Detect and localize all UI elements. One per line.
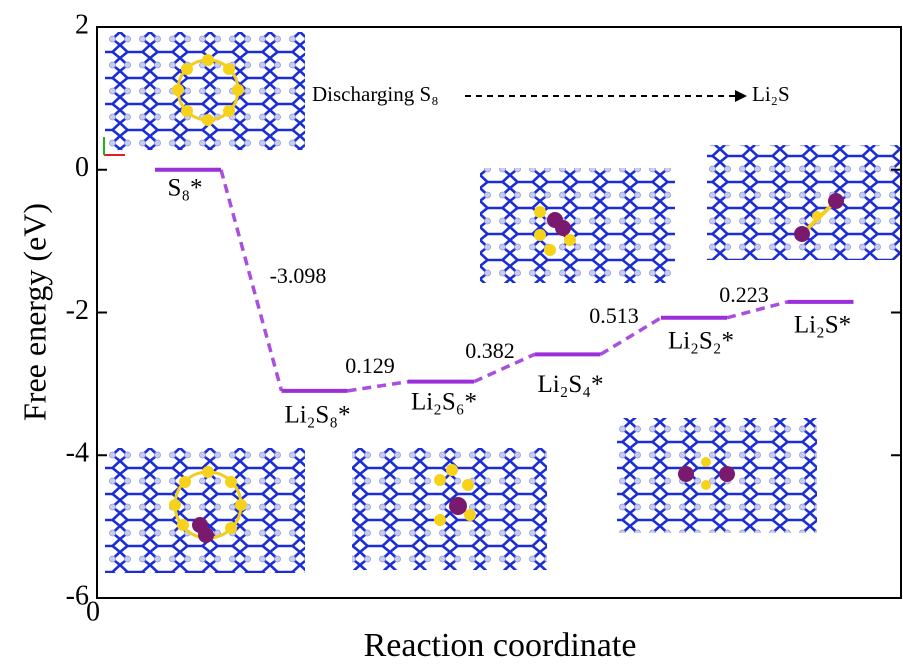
step-label: 0.129 (345, 353, 395, 378)
level-label: Li₂S₆* (411, 388, 477, 415)
y-tick-label: 0 (75, 152, 89, 183)
annotation: Li₂S (752, 82, 790, 106)
connector (473, 352, 536, 384)
y-tick-label: -6 (66, 580, 89, 611)
level-label: S₈* (167, 174, 202, 201)
arrow-head (735, 90, 747, 102)
connector (347, 379, 409, 393)
connector (599, 316, 662, 356)
step-label: 0.513 (589, 303, 639, 328)
level-label: Li₂S₈* (284, 402, 350, 429)
x-axis-label: Reaction coordinate (364, 627, 637, 664)
y-tick-label: -4 (66, 438, 89, 469)
level-label: Li₂S₂* (668, 328, 734, 355)
y-tick-label: -2 (66, 295, 89, 326)
step-label: 0.382 (465, 338, 515, 363)
x-tick-label: 0 (86, 596, 100, 627)
level-label: Li₂S* (794, 312, 851, 339)
y-axis-label: Free energy (eV) (16, 203, 52, 421)
connector (219, 169, 284, 392)
connector (726, 300, 788, 320)
annotation: Discharging S₈ (312, 82, 439, 106)
structure-insets (103, 32, 902, 573)
step-label: 0.223 (719, 282, 769, 307)
level-label: Li₂S₄* (537, 371, 603, 398)
y-tick-label: 2 (75, 9, 89, 40)
step-label: -3.098 (270, 263, 327, 288)
